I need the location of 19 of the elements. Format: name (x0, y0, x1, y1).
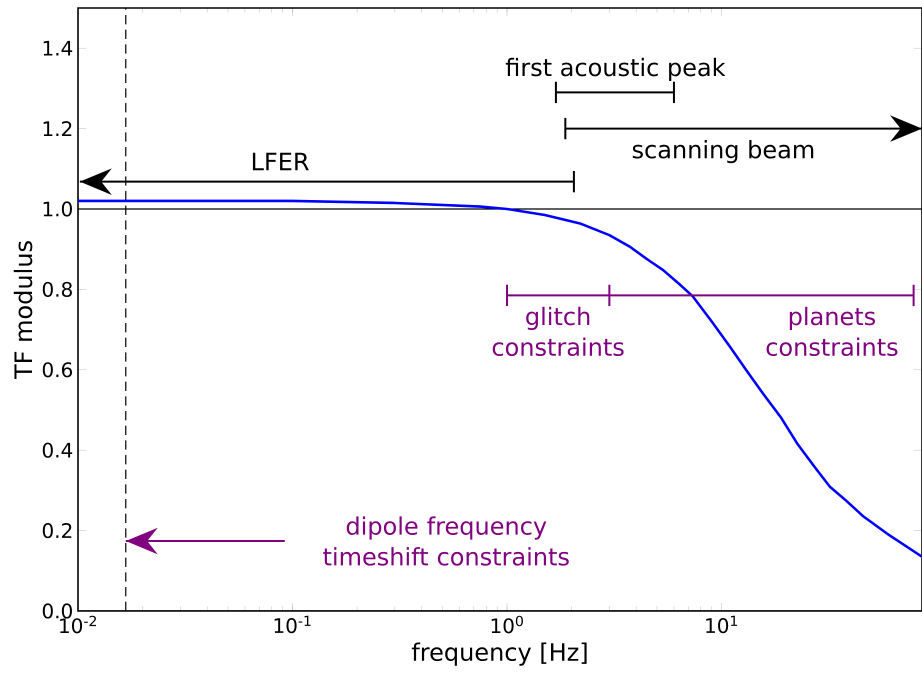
annotation: first acoustic peak (506, 58, 726, 82)
y-tick-label: 1.2 (44, 121, 72, 136)
annotation: dipole frequency timeshift constraints (323, 516, 569, 566)
annotation: planets constraints (766, 306, 898, 356)
y-tick-label: 1.4 (44, 40, 72, 56)
annotation: scanning beam (632, 140, 814, 164)
y-tick-label: 0.4 (42, 442, 72, 458)
y-tick-label: 0.6 (42, 362, 72, 378)
x-axis-title: frequency [Hz] (412, 642, 587, 666)
y-tick-label: 0.8 (42, 282, 72, 297)
y-tick-label: 0.0 (42, 603, 72, 619)
x-tick-label: 10$^{1}$ (706, 616, 738, 634)
annotation: glitch constraints (492, 306, 624, 356)
y-tick-label: 0.2 (42, 523, 72, 538)
x-tick-label: 10$^{-1}$ (274, 616, 311, 634)
y-axis-title: TF modulus (14, 241, 32, 380)
y-tick-label: 1.0 (44, 201, 72, 217)
x-tick-label: 10$^{0}$ (492, 616, 523, 634)
annotation: LFER (252, 152, 309, 170)
